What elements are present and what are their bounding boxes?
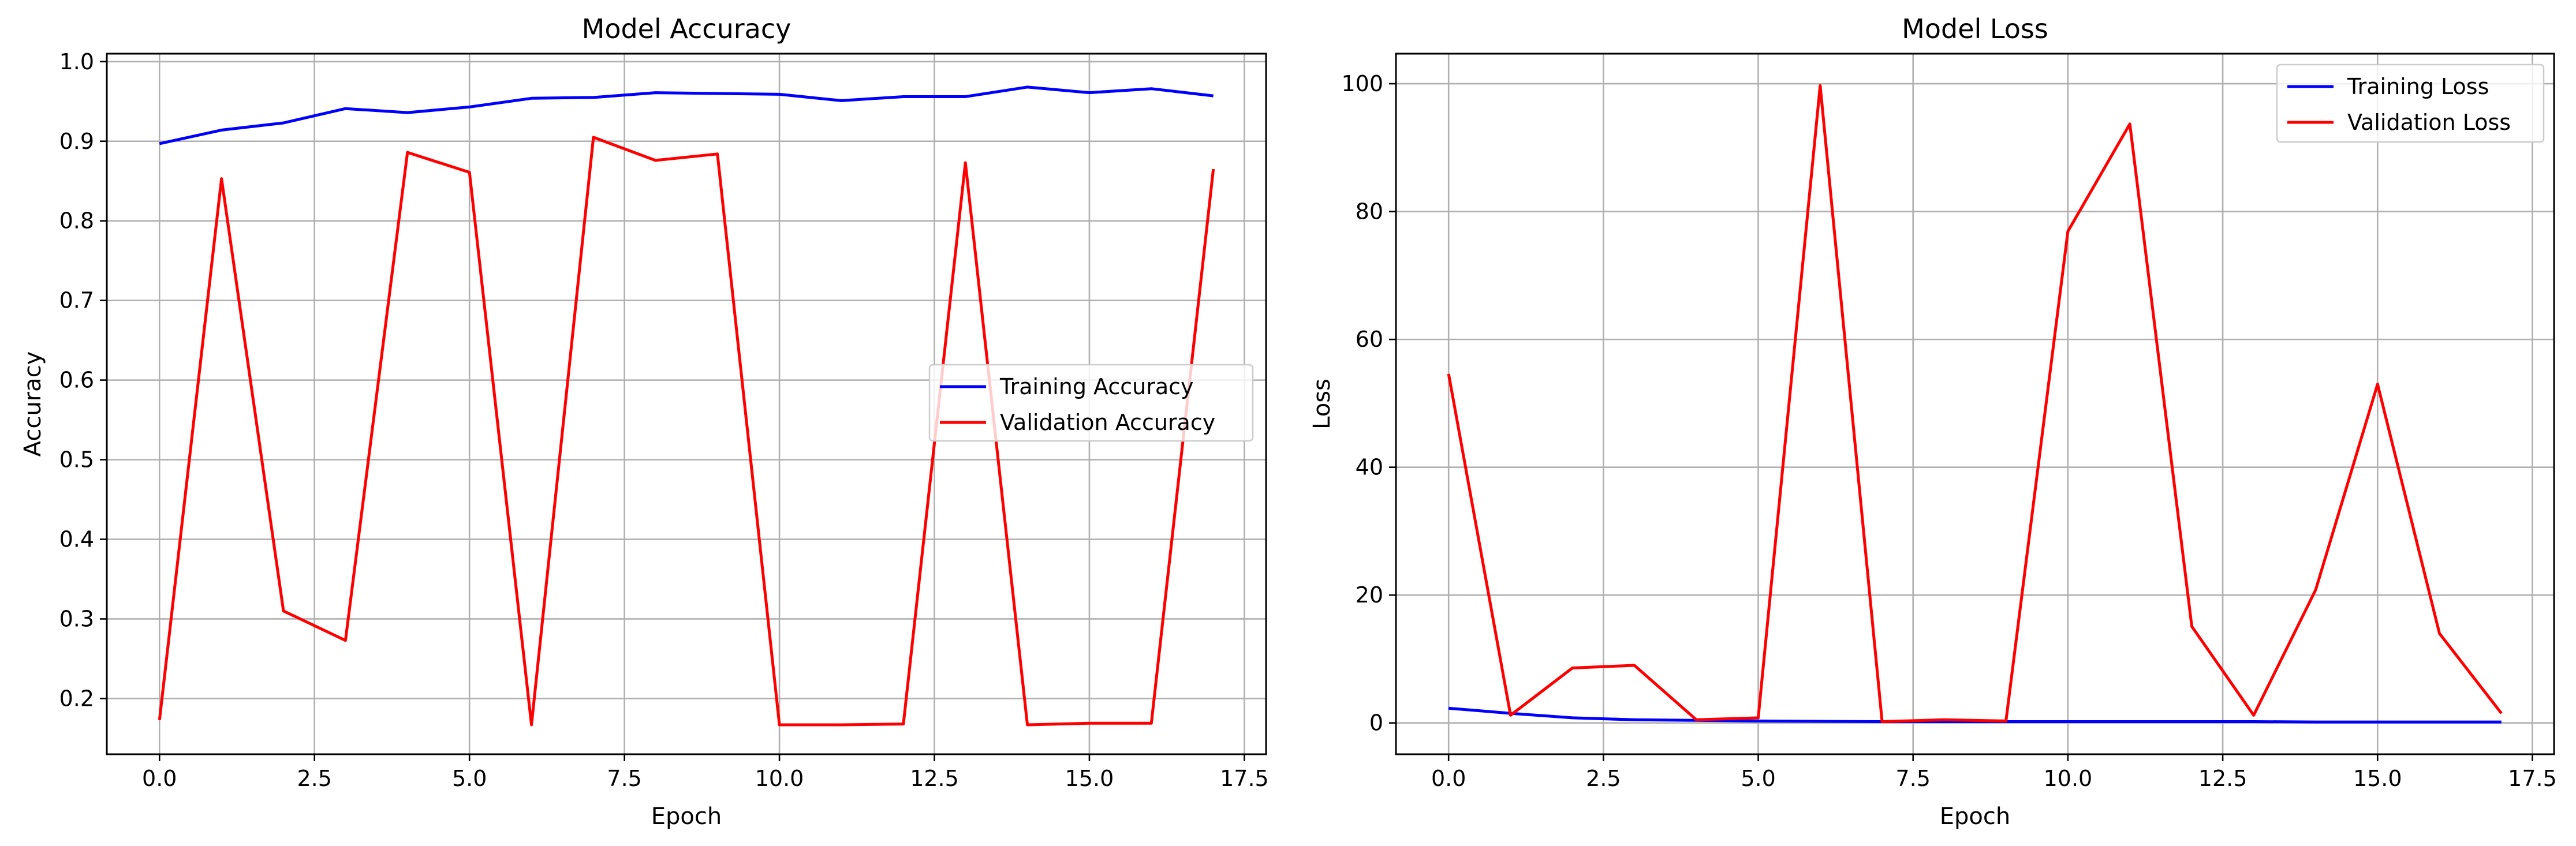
chart-title: Model Loss [1902, 13, 2048, 44]
y-tick-label: 0 [1369, 710, 1383, 736]
loss-chart: 0.0 2.5 5.0 7.5 10.0 12.5 15.0 17.5 0 20 40 60 80 100… [1309, 13, 2557, 830]
y-tick-label: 100 [1341, 71, 1383, 96]
legend: Training Accuracy Validation Accuracy [928, 364, 1254, 442]
x-tick-label: 2.5 [1586, 766, 1621, 791]
x-tick-label: 15.0 [1065, 766, 1114, 791]
legend: Training Loss Validation Loss [2276, 63, 2545, 143]
series-line-training-accuracy [159, 85, 1214, 145]
y-axis-label: Loss [1309, 379, 1335, 429]
axes-frame [1395, 53, 2555, 755]
x-tick-label: 10.0 [2044, 766, 2093, 791]
y-tick-label: 40 [1356, 455, 1383, 480]
y-tick-label: 0.2 [59, 686, 94, 711]
y-tick-label: 0.3 [59, 606, 94, 631]
y-tick-label: 0.6 [59, 368, 94, 393]
series-line-validation-loss [1447, 84, 2503, 723]
y-tick-label: 0.4 [59, 527, 94, 552]
y-axis-label: Accuracy [20, 351, 46, 457]
y-tick-label: 0.9 [59, 129, 94, 154]
x-tick-label: 0.0 [1431, 766, 1466, 791]
x-tick-label: 17.5 [2508, 766, 2557, 791]
y-tick-label: 0.7 [59, 288, 94, 313]
x-axis-label: Epoch [651, 803, 722, 830]
legend-entry-label: Training Accuracy [999, 374, 1194, 399]
y-tick-label: 0.5 [59, 447, 94, 473]
legend-box [928, 364, 1254, 442]
y-tick-label: 0.8 [59, 208, 94, 234]
x-tick-label: 12.5 [910, 766, 959, 791]
chart-title: Model Accuracy [582, 13, 792, 44]
x-tick-label: 0.0 [142, 766, 177, 791]
x-tick-label: 17.5 [1220, 766, 1269, 791]
x-tick-label: 7.5 [607, 766, 641, 791]
x-axis-label: Epoch [1940, 803, 2010, 830]
x-tick-label: 5.0 [452, 766, 487, 791]
y-tick-label: 80 [1356, 199, 1383, 224]
y-tick-label: 1.0 [59, 49, 94, 74]
legend-entry-label: Validation Accuracy [1000, 410, 1215, 435]
x-tick-label: 12.5 [2198, 766, 2248, 791]
x-tick-label: 10.0 [755, 766, 804, 791]
x-tick-label: 2.5 [297, 766, 332, 791]
axes-frame [106, 53, 1267, 755]
legend-box [2276, 63, 2545, 143]
legend-entry-label: Training Loss [2347, 74, 2489, 99]
x-tick-label: 7.5 [1896, 766, 1931, 791]
x-tick-label: 15.0 [2353, 766, 2402, 791]
series-line-validation-accuracy [158, 136, 1215, 727]
x-tick-label: 5.0 [1741, 766, 1775, 791]
legend-entry-label: Validation Loss [2347, 110, 2511, 135]
accuracy-chart: 0.0 2.5 5.0 7.5 10.0 12.5 15.0 17.5 0.2 0.3 0.4 0.5… [20, 13, 1269, 830]
y-tick-label: 20 [1356, 582, 1383, 608]
y-tick-label: 60 [1356, 327, 1383, 352]
